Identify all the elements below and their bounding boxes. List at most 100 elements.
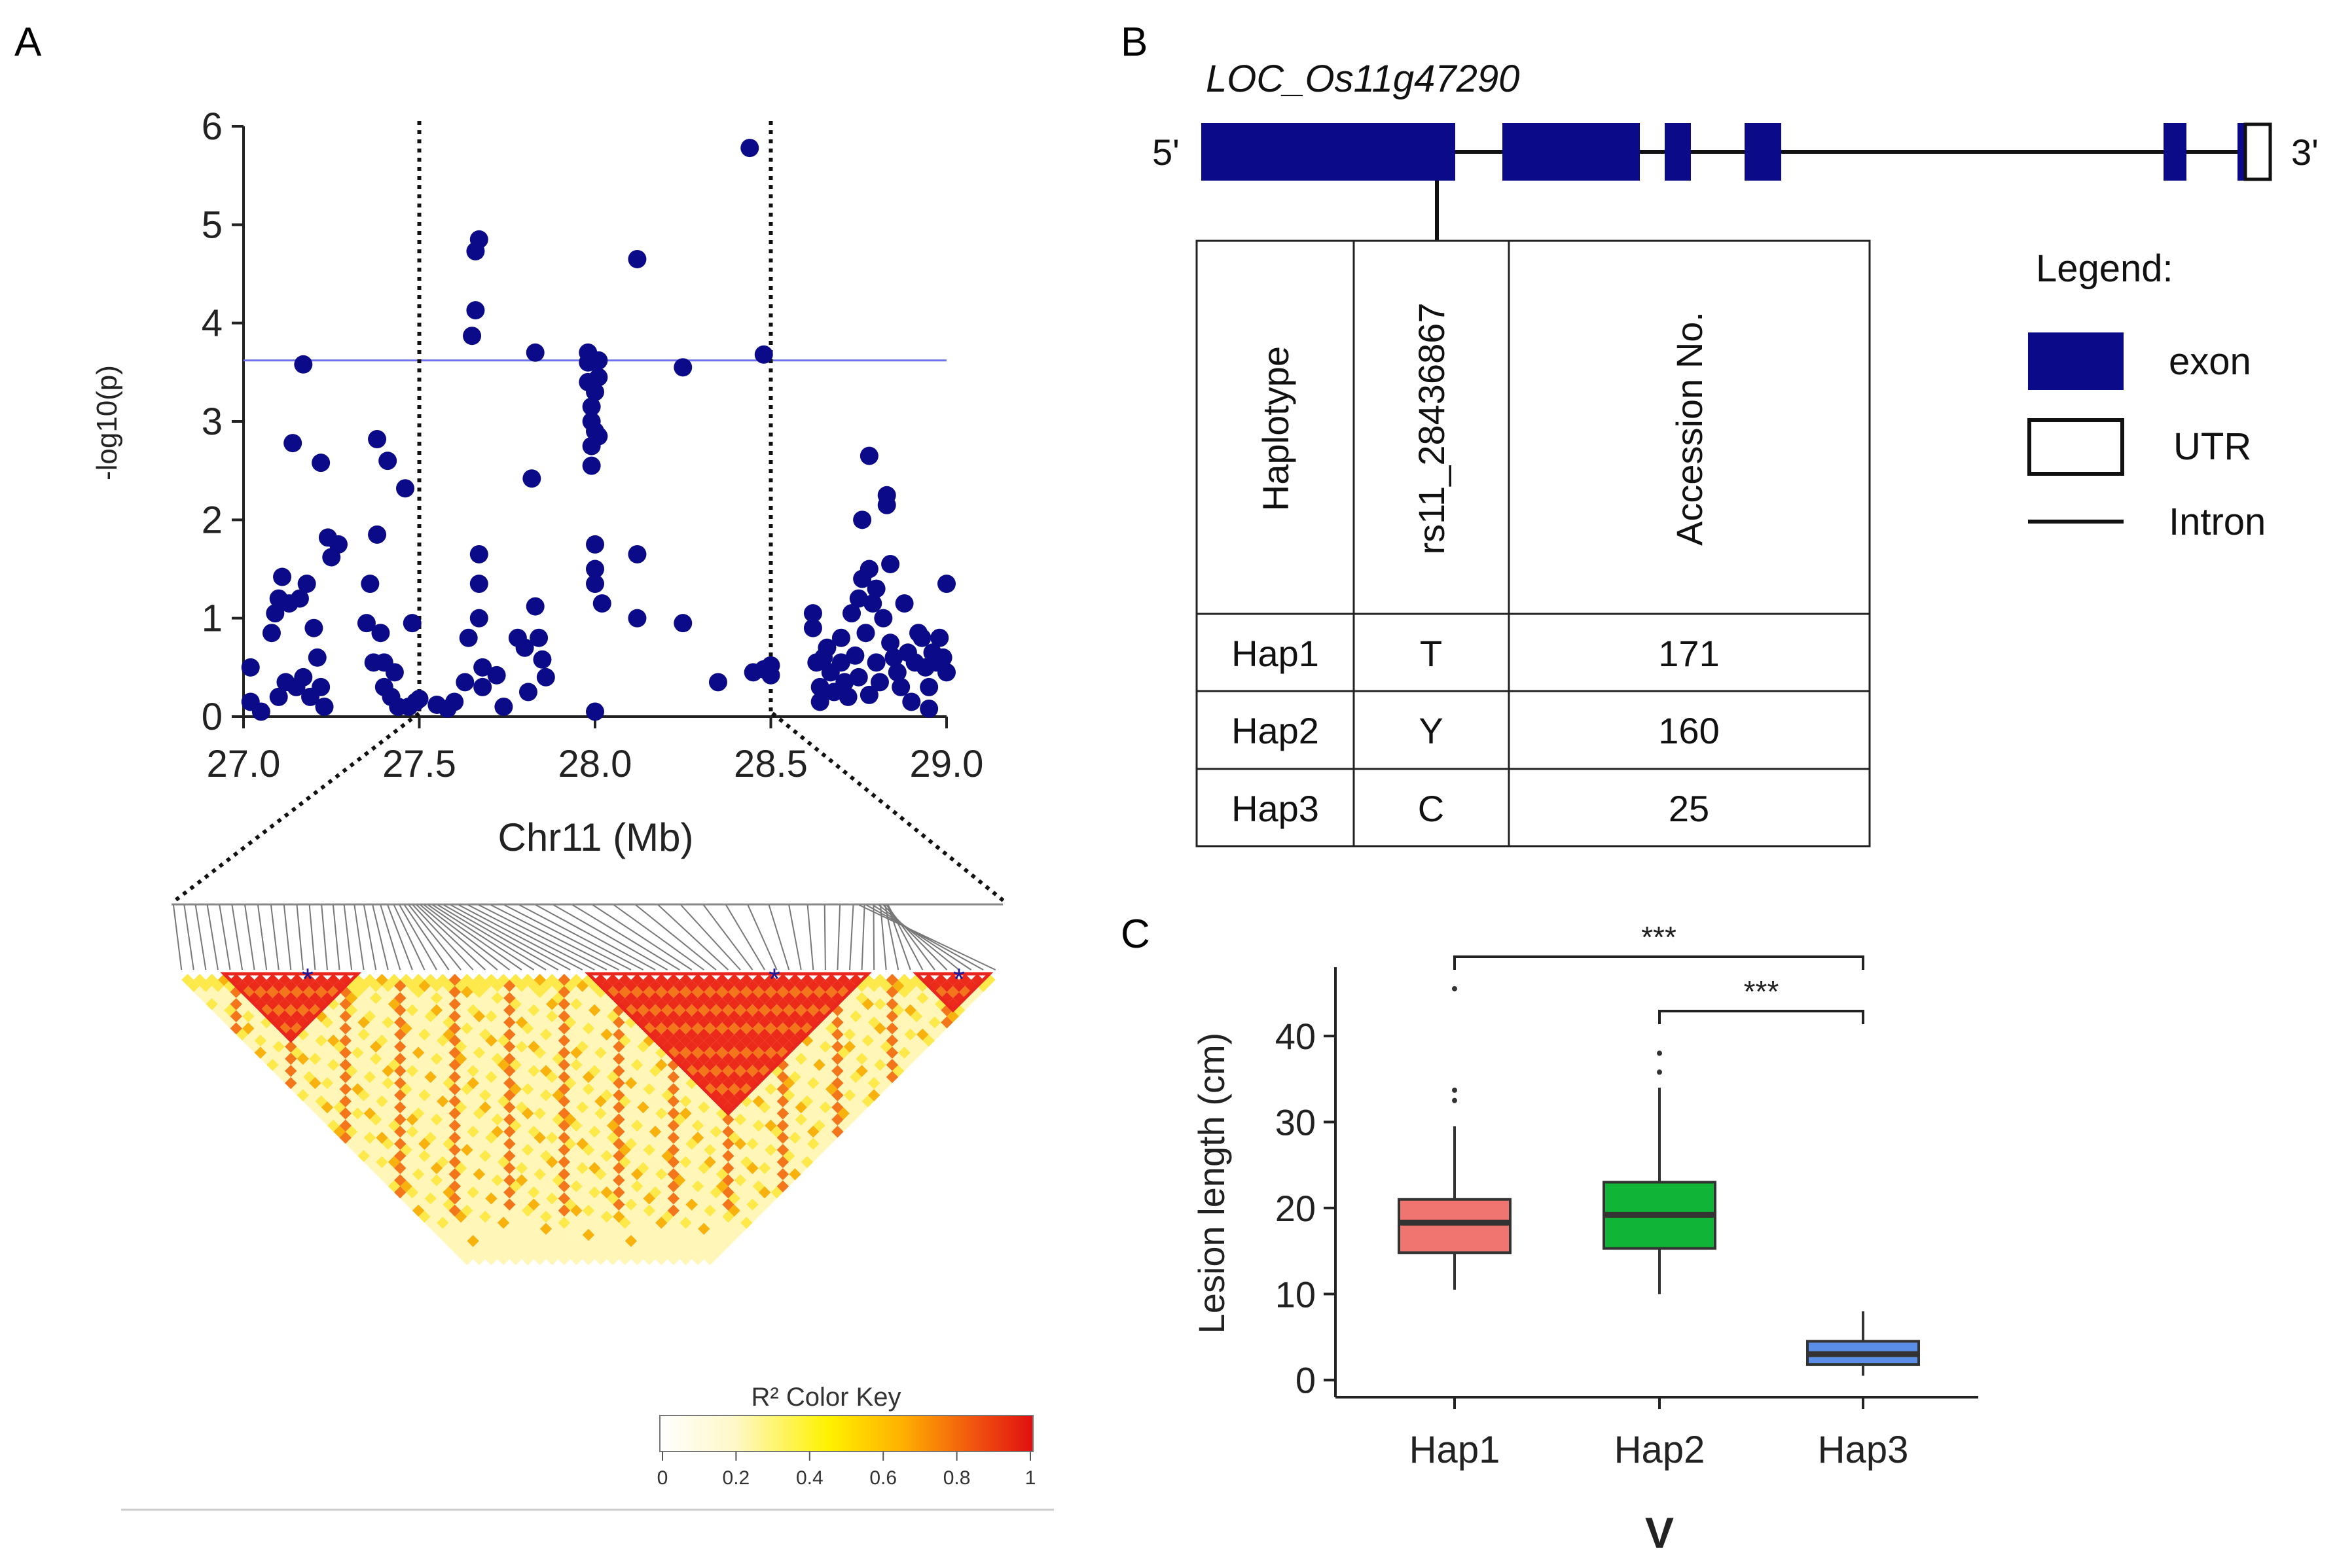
- ld-cell: [382, 991, 395, 1005]
- snp-connector: [535, 904, 656, 971]
- ld-cell: [534, 1217, 547, 1229]
- snp-point: [881, 633, 900, 652]
- snp-connector: [231, 904, 244, 971]
- ld-cell: [248, 980, 261, 992]
- ld-cell: [643, 1156, 656, 1168]
- ld-cell: [217, 1010, 230, 1023]
- ld-cell: [497, 1083, 510, 1096]
- ld-cell: [309, 1028, 321, 1041]
- ld-cell: [278, 1058, 291, 1071]
- ld-cell: [291, 998, 303, 1010]
- ld-cell: [661, 1016, 674, 1029]
- ld-cell: [448, 1192, 462, 1205]
- ld-cell: [655, 1010, 668, 1023]
- ld-cell: [558, 1010, 571, 1023]
- ld-cell: [534, 1046, 547, 1059]
- ld-cell: [728, 1143, 740, 1156]
- ld-cell: [606, 1095, 619, 1108]
- ld-cell: [534, 1204, 547, 1217]
- ld-cell: [315, 1071, 327, 1084]
- ld-cell: [867, 991, 880, 1005]
- ld-cell: [400, 1083, 412, 1096]
- ld-cell: [491, 1065, 504, 1077]
- ld-cell: [630, 986, 643, 999]
- ld-cell: [352, 998, 364, 1010]
- snp-connector: [768, 904, 790, 971]
- ld-cell: [625, 1137, 638, 1150]
- ld-cell: [369, 991, 382, 1005]
- ld-cell: [242, 986, 255, 999]
- ld-cell: [625, 1210, 638, 1223]
- ld-cell: [430, 1101, 443, 1114]
- ld-cell: [673, 1174, 686, 1186]
- box-outlier: [1452, 986, 1457, 991]
- ld-cell: [266, 974, 279, 986]
- ld-cell: [315, 1058, 327, 1071]
- snp-point: [810, 692, 829, 711]
- ld-cell: [400, 1167, 412, 1181]
- ld-cell: [485, 1180, 498, 1193]
- ld-cell: [443, 1101, 455, 1114]
- snp-point: [856, 624, 875, 643]
- ld-cell: [576, 1235, 589, 1247]
- ld-cell: [630, 1204, 643, 1217]
- ld-cell: [630, 1241, 643, 1253]
- ld-cell: [643, 1167, 656, 1181]
- ld-cell: [886, 998, 899, 1010]
- ld-cell: [546, 998, 558, 1010]
- snp-point: [937, 663, 956, 682]
- ld-cell: [539, 1004, 553, 1016]
- lead-snp-star: *: [953, 962, 965, 996]
- ld-cell: [528, 1089, 540, 1101]
- col-header-snp: rs11_28436867: [1411, 302, 1452, 554]
- ld-cell: [613, 1186, 625, 1199]
- ld-cell: [698, 1137, 710, 1150]
- snp-connector: [408, 904, 462, 971]
- ld-cell: [327, 986, 340, 999]
- ld-cell: [454, 1052, 467, 1065]
- ld-cell: [437, 998, 449, 1010]
- ld-cell: [345, 1125, 358, 1138]
- ld-cell: [473, 1107, 486, 1120]
- ld-cell: [437, 986, 449, 999]
- ld-cell: [698, 980, 710, 992]
- snp-point: [920, 699, 939, 718]
- ld-cell: [217, 998, 230, 1010]
- ld-cell: [339, 1034, 352, 1047]
- ld-cell: [333, 1077, 346, 1090]
- ld-cell: [831, 1016, 844, 1029]
- snp-connector: [427, 904, 522, 971]
- ld-cell: [734, 1162, 747, 1175]
- ld-cell: [546, 1156, 558, 1168]
- ld-cell: [782, 1125, 795, 1138]
- ld-cell: [789, 1071, 801, 1084]
- snp-point: [526, 597, 545, 616]
- ld-cell: [801, 1107, 814, 1120]
- ld-cell: [698, 1186, 710, 1199]
- snp-point: [831, 653, 850, 672]
- ld-cell: [619, 1034, 631, 1047]
- ld-cell: [716, 1156, 729, 1168]
- ld-cell: [430, 1137, 443, 1150]
- snp-connector: [332, 904, 340, 971]
- ld-cell: [861, 1022, 875, 1035]
- ld-cell: [837, 1010, 850, 1023]
- ld-cell: [716, 974, 729, 986]
- ld-cell: [230, 998, 243, 1010]
- ld-cell: [752, 1058, 765, 1071]
- significance-label: ***: [1641, 920, 1676, 954]
- ld-cell: [437, 1180, 449, 1193]
- snp-connector: [873, 904, 972, 971]
- ld-cell: [400, 1180, 412, 1193]
- ld-cell: [558, 998, 571, 1010]
- legend-intron-label: Intron: [2169, 501, 2266, 543]
- ld-cell: [582, 1034, 595, 1047]
- box-iqr: [1398, 1198, 1512, 1255]
- ld-cell: [837, 1058, 850, 1071]
- ld-cell: [539, 1089, 553, 1101]
- ld-cell: [394, 1077, 407, 1090]
- ld-cell: [382, 1162, 395, 1175]
- ld-cell: [637, 1052, 649, 1065]
- ld-cell: [272, 1028, 285, 1041]
- ld-cell: [309, 991, 321, 1005]
